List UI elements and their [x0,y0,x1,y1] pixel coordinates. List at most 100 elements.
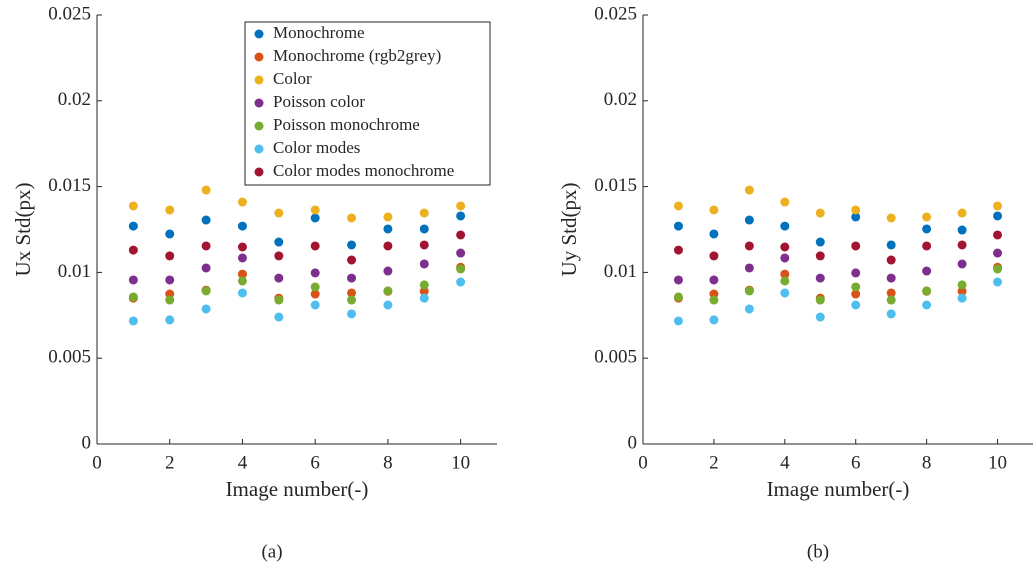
point [165,275,175,285]
x-tick-label: 10 [451,452,470,473]
point [744,263,754,273]
y-tick-label: 0.01 [58,261,91,282]
point [237,269,247,279]
point [383,224,393,234]
y-tick-label: 0.015 [48,175,91,196]
y-tick-label: 0.01 [604,261,637,282]
point [347,288,357,298]
point [310,282,320,292]
point [128,292,138,302]
point [886,213,896,223]
point [456,211,466,221]
point [310,268,320,278]
legend-marker [254,29,264,39]
point [456,201,466,211]
point [673,316,683,326]
point [780,242,790,252]
legend-label: Poisson monochrome [273,115,420,134]
point [851,212,861,222]
point [886,309,896,319]
point [201,185,211,195]
point [673,201,683,211]
point [993,211,1003,221]
point [744,241,754,251]
x-axis-label: Image number(-) [226,477,369,501]
point [383,286,393,296]
point [673,221,683,231]
x-tick-label: 6 [851,452,861,473]
point [347,255,357,265]
point [310,289,320,299]
point [310,300,320,310]
point [993,264,1003,274]
point [456,230,466,240]
point [815,273,825,283]
point [201,215,211,225]
point [347,273,357,283]
point [709,275,719,285]
y-axis-label: Ux Std(px) [11,183,35,277]
legend-box [244,21,491,186]
point [347,240,357,250]
point [922,241,932,251]
point [815,295,825,305]
point [165,251,175,261]
legend-marker [254,167,264,177]
point [744,304,754,314]
point [780,197,790,207]
point [274,237,284,247]
x-tick-label: 0 [638,452,648,473]
point [419,240,429,250]
point [673,292,683,302]
point [419,280,429,290]
point [886,288,896,298]
point [815,208,825,218]
legend-label: Monochrome [273,23,365,42]
point [922,212,932,222]
caption: (b) [807,541,829,562]
point [851,205,861,215]
point [957,286,967,296]
point [383,212,393,222]
point [128,245,138,255]
legend-label: Poisson color [273,92,365,111]
y-tick-label: 0 [82,432,92,453]
point [274,208,284,218]
y-axis-label: Uy Std(px) [557,183,581,277]
point [128,275,138,285]
y-tick-label: 0.005 [594,347,637,368]
point [886,255,896,265]
point [780,253,790,263]
point [780,276,790,286]
point [957,225,967,235]
point [310,213,320,223]
point [993,277,1003,287]
point [922,300,932,310]
point [673,275,683,285]
point [419,286,429,296]
point [347,309,357,319]
x-tick-label: 8 [922,452,932,473]
point [456,248,466,258]
y-tick-label: 0.015 [594,175,637,196]
point [310,241,320,251]
legend-label: Monochrome (rgb2grey) [273,46,441,65]
point [744,286,754,296]
point [922,224,932,234]
point [237,221,247,231]
y-tick-label: 0.025 [594,3,637,24]
point [851,282,861,292]
point [128,316,138,326]
point [886,273,896,283]
point [383,300,393,310]
x-tick-label: 2 [165,452,175,473]
point [237,276,247,286]
point [201,241,211,251]
point [709,295,719,305]
point [744,185,754,195]
point [274,251,284,261]
legend-marker [254,75,264,85]
x-tick-label: 2 [709,452,719,473]
point [780,221,790,231]
point [851,268,861,278]
